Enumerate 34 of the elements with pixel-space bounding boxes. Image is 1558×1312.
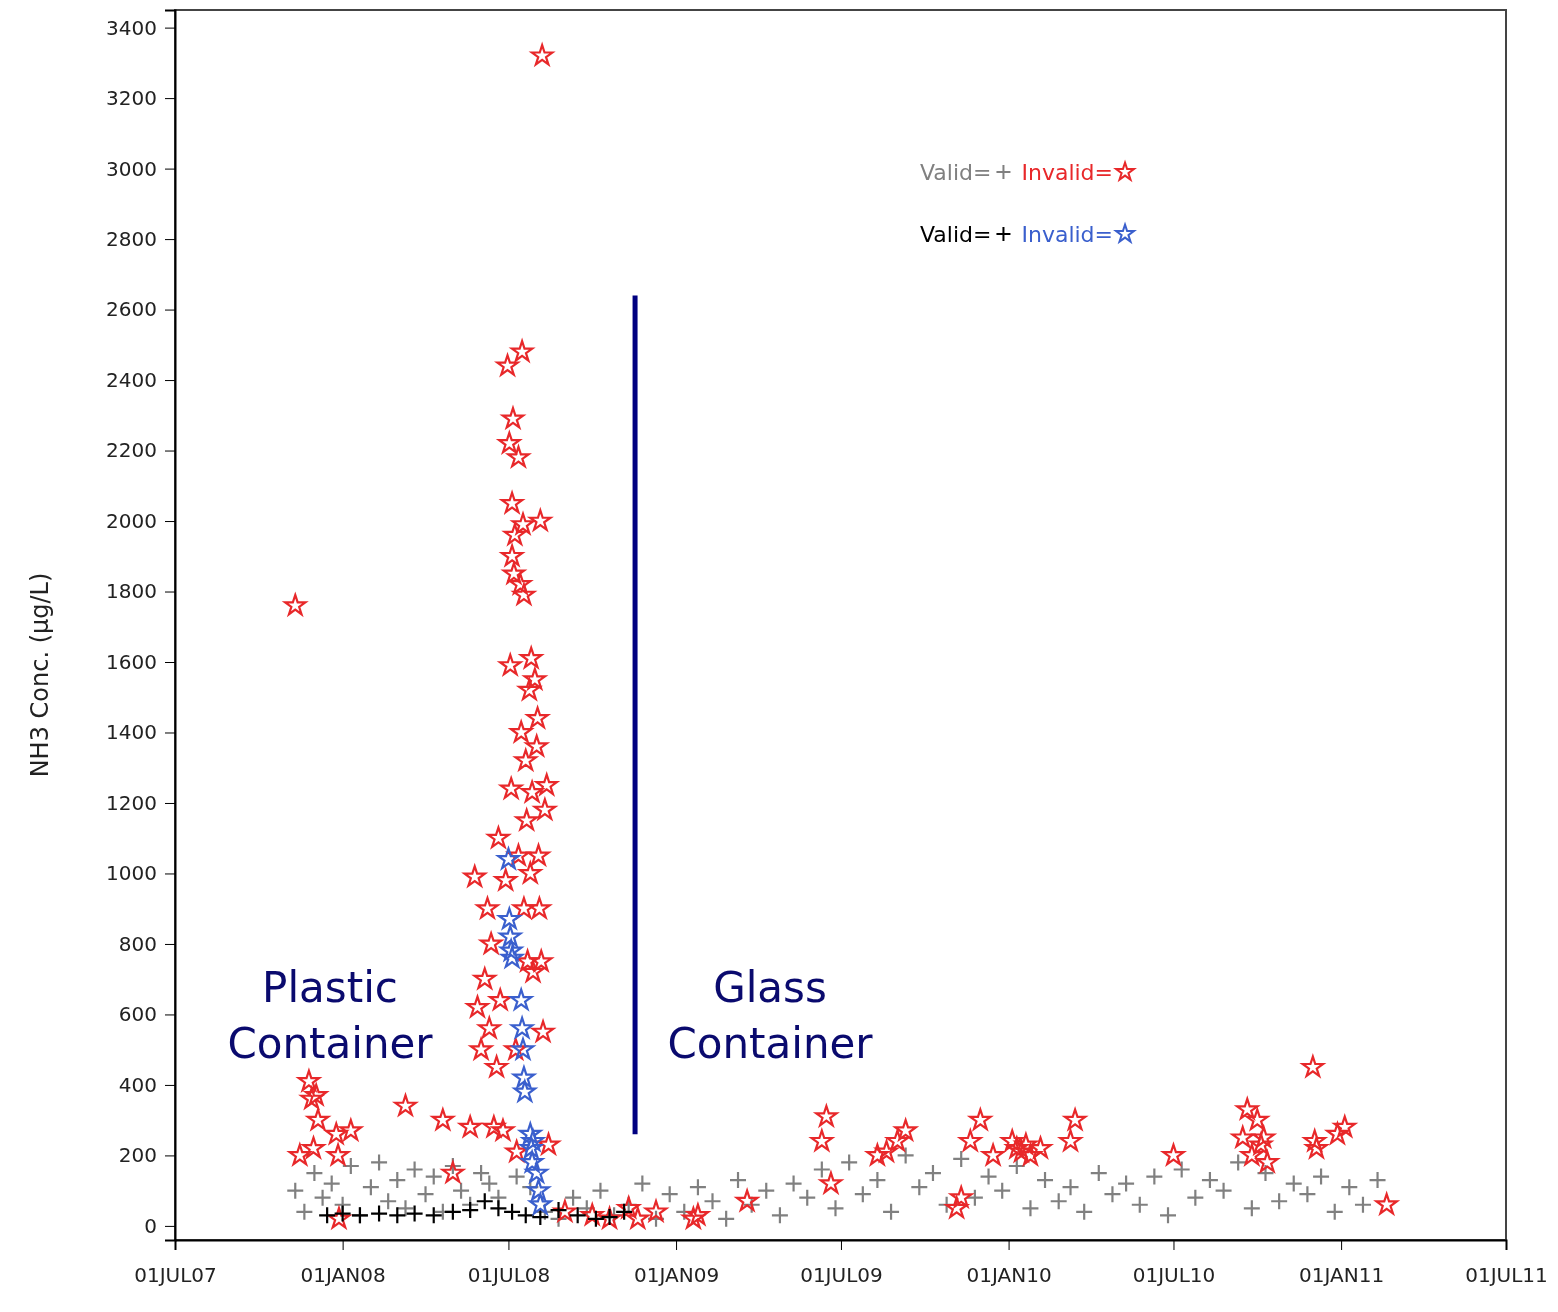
x-tick-label: 01JUL09: [800, 1263, 883, 1288]
y-tick-label: 600: [118, 1002, 157, 1027]
y-tick-label: 2200: [106, 438, 157, 463]
y-tick-label: 1800: [106, 579, 157, 604]
x-tick-label: 01JUL08: [467, 1263, 551, 1288]
x-tick-label: 01JUL10: [1132, 1263, 1216, 1288]
x-tick-label: 01JAN09: [634, 1263, 720, 1288]
legend-label: Valid=: [920, 160, 992, 185]
y-tick-label: 3400: [106, 15, 157, 40]
y-tick-label: 1200: [106, 790, 157, 815]
x-tick-label: 01JUL07: [134, 1263, 217, 1288]
y-tick-label: 0: [144, 1213, 157, 1238]
x-tick-label: 01JAN08: [300, 1263, 386, 1288]
y-tick-label: 2000: [106, 508, 157, 533]
x-tick-label: 01JAN10: [966, 1263, 1052, 1288]
x-tick-label: 01JAN11: [1299, 1263, 1385, 1288]
y-tick-label: 2800: [106, 226, 157, 251]
annotation: Glass Container: [667, 963, 874, 1068]
legend-label: Invalid=: [1021, 222, 1114, 247]
y-tick-label: 1000: [106, 861, 157, 886]
y-tick-label: 3000: [106, 156, 157, 181]
y-tick-label: 1600: [106, 649, 157, 674]
legend-label: Valid=: [920, 222, 992, 247]
x-tick-label: 01JUL11: [1465, 1263, 1548, 1288]
y-tick-label: 800: [118, 931, 157, 956]
y-tick-label: 2600: [106, 297, 157, 322]
y-tick-label: 3200: [106, 86, 157, 111]
y-tick-label: 200: [118, 1143, 157, 1168]
legend-label: Invalid=: [1021, 160, 1114, 185]
y-tick-label: 400: [118, 1072, 157, 1097]
y-tick-label: 1400: [106, 720, 157, 745]
y-axis-title: NH3 Conc. (μg/L): [26, 572, 54, 778]
annotation: Plastic Container: [227, 963, 434, 1068]
y-tick-label: 2400: [106, 367, 157, 392]
